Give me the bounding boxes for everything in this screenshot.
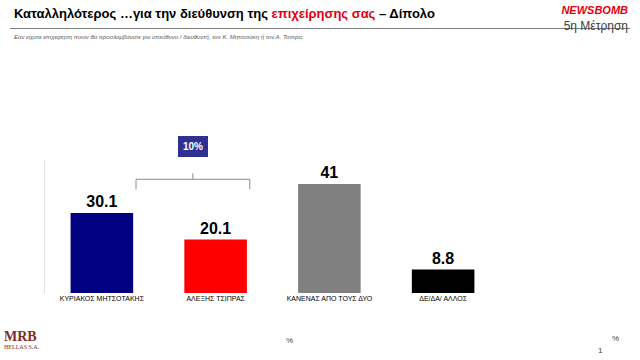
svg-text:30.1: 30.1 bbox=[86, 193, 117, 210]
html-text:Εάν είχατε επιχείρηση ποιον θα: Εάν είχατε επιχείρηση ποιον θα προσλαμβά… bbox=[14, 34, 304, 40]
html-text:5η Μέτρηση: 5η Μέτρηση bbox=[563, 19, 628, 33]
svg-text:41: 41 bbox=[320, 164, 338, 181]
html-text:NEWSBOMB: NEWSBOMB bbox=[561, 4, 628, 16]
html-text:HELLAS S.A.: HELLAS S.A. bbox=[4, 344, 40, 350]
svg-text:ΚΥΡΙΑΚΟΣ ΜΗΤΣΟΤΑΚΗΣ: ΚΥΡΙΑΚΟΣ ΜΗΤΣΟΤΑΚΗΣ bbox=[60, 295, 145, 302]
html-text:MRB: MRB bbox=[4, 329, 37, 344]
svg-text:20.1: 20.1 bbox=[200, 220, 231, 237]
svg-text:ΔΕ/ΔΑ/ ΑΛΛΟΣ: ΔΕ/ΔΑ/ ΑΛΛΟΣ bbox=[419, 295, 467, 302]
svg-text:ΚΑΝΕΝΑΣ ΑΠΟ ΤΟΥΣ ΔΥΟ: ΚΑΝΕΝΑΣ ΑΠΟ ΤΟΥΣ ΔΥΟ bbox=[287, 295, 373, 302]
html-text:Καταλληλότερος …για την διεύθυ: Καταλληλότερος …για την διεύθυνση της επ… bbox=[14, 6, 435, 21]
svg-text:10%: 10% bbox=[183, 141, 203, 152]
html-text:1: 1 bbox=[598, 346, 603, 355]
svg-text:8.8: 8.8 bbox=[432, 250, 454, 267]
svg-text:ΑΛΕΞΗΣ ΤΣΙΠΡΑΣ: ΑΛΕΞΗΣ ΤΣΙΠΡΑΣ bbox=[186, 295, 245, 302]
